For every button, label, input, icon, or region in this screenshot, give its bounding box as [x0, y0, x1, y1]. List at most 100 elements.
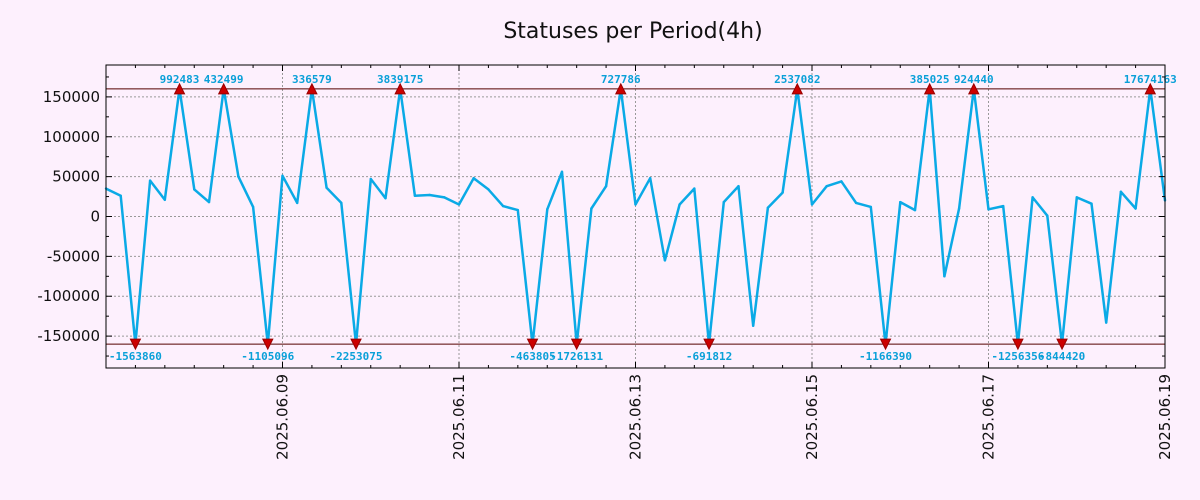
data-point — [810, 203, 814, 206]
x-tick-label: 2025.06.09 — [274, 374, 292, 460]
data-point — [237, 175, 240, 178]
data-point — [546, 208, 549, 211]
x-tick-label: 2025.06.13 — [627, 374, 645, 460]
data-point — [457, 203, 461, 206]
data-point — [384, 196, 387, 200]
data-point — [1075, 196, 1078, 199]
y-tick-label: 150000 — [43, 88, 100, 106]
y-tick-label: 50000 — [52, 168, 100, 186]
data-point — [443, 196, 446, 199]
data-point — [678, 203, 681, 206]
data-label: 3839175 — [377, 73, 423, 86]
clip-marker-up — [306, 82, 318, 95]
data-point — [193, 188, 196, 191]
data-point — [516, 208, 520, 212]
data-point — [913, 208, 917, 212]
data-point — [1134, 207, 1137, 210]
clip-marker-down — [526, 338, 539, 351]
x-tick-label: 2025.06.15 — [803, 374, 821, 460]
clip-marker-up — [791, 82, 804, 95]
data-point — [722, 200, 725, 204]
data-point — [840, 180, 843, 183]
data-point — [1002, 204, 1005, 208]
clip-marker-down — [703, 338, 715, 351]
series-layer — [104, 87, 1167, 346]
data-label: -691812 — [686, 350, 732, 363]
clip-marker-down — [570, 338, 583, 351]
data-point — [1104, 321, 1108, 324]
clip-marker-up — [394, 82, 406, 95]
data-point — [781, 191, 784, 194]
clip-marker-down — [261, 338, 274, 351]
data-label: 17674163 — [1124, 73, 1177, 86]
data-point — [325, 186, 328, 189]
data-point — [751, 324, 755, 327]
clip-marker-up — [614, 82, 627, 95]
x-tick-label: 2025.06.19 — [1156, 374, 1174, 460]
data-point — [987, 208, 990, 211]
data-point — [634, 203, 637, 206]
clip-marker-up — [173, 82, 186, 95]
data-label: 336579 — [292, 73, 332, 86]
data-label: 2537082 — [774, 73, 820, 86]
data-point — [869, 205, 873, 209]
data-point — [604, 185, 608, 188]
data-label: 727786 — [601, 73, 641, 86]
data-point — [163, 198, 167, 201]
y-tick-label: 100000 — [43, 128, 100, 146]
data-label: -2253075 — [330, 350, 383, 363]
data-point — [369, 177, 372, 181]
annotation-layer: -1563860 992483 432499 -1105096 336579 -22530… — [109, 73, 1177, 363]
data-point — [472, 177, 475, 180]
data-point — [1119, 190, 1123, 193]
data-label: 992483 — [160, 73, 200, 86]
data-point — [148, 179, 152, 182]
data-point — [1046, 214, 1049, 217]
data-label: -844420 — [1039, 350, 1085, 363]
y-tick-label: -150000 — [37, 327, 100, 345]
clip-marker-down — [350, 338, 362, 351]
plot-frame — [105, 64, 1166, 369]
clip-marker-up — [1144, 82, 1157, 95]
data-label: -1105096 — [241, 350, 294, 363]
data-point — [428, 193, 431, 197]
data-label: 385025 — [910, 73, 950, 86]
data-point — [1031, 196, 1034, 199]
clip-marker-down — [879, 338, 892, 351]
data-point — [281, 174, 284, 178]
x-tick-label: 2025.06.11 — [450, 374, 468, 460]
data-point — [501, 204, 505, 208]
clip-marker-down — [1012, 338, 1024, 351]
data-point — [1090, 202, 1093, 205]
data-point — [943, 275, 946, 278]
data-label: -1166390 — [859, 350, 912, 363]
data-point — [251, 205, 255, 209]
data-label: -1256356 — [991, 350, 1044, 363]
data-point — [663, 259, 667, 262]
data-point — [119, 194, 122, 197]
data-label: 432499 — [204, 73, 244, 86]
data-label: -463805 — [509, 350, 555, 363]
data-label: -1563860 — [109, 350, 162, 363]
clip-marker-up — [967, 82, 980, 95]
data-point — [560, 170, 564, 174]
clip-marker-down — [1056, 338, 1068, 351]
data-point — [693, 187, 696, 190]
data-point — [737, 185, 740, 188]
data-point — [957, 207, 961, 210]
data-point — [207, 200, 211, 204]
data-point — [340, 201, 343, 205]
data-point — [413, 194, 417, 197]
clip-marker-down — [129, 338, 142, 351]
reference-lines — [106, 88, 1165, 345]
data-point — [487, 188, 490, 191]
chart-title: Statuses per Period(4h) — [503, 19, 762, 44]
clip-marker-up — [217, 82, 230, 95]
x-tick-label: 2025.06.17 — [980, 374, 998, 460]
data-point — [649, 177, 652, 180]
data-point — [854, 201, 858, 205]
data-point — [766, 206, 770, 209]
data-point — [296, 201, 299, 205]
